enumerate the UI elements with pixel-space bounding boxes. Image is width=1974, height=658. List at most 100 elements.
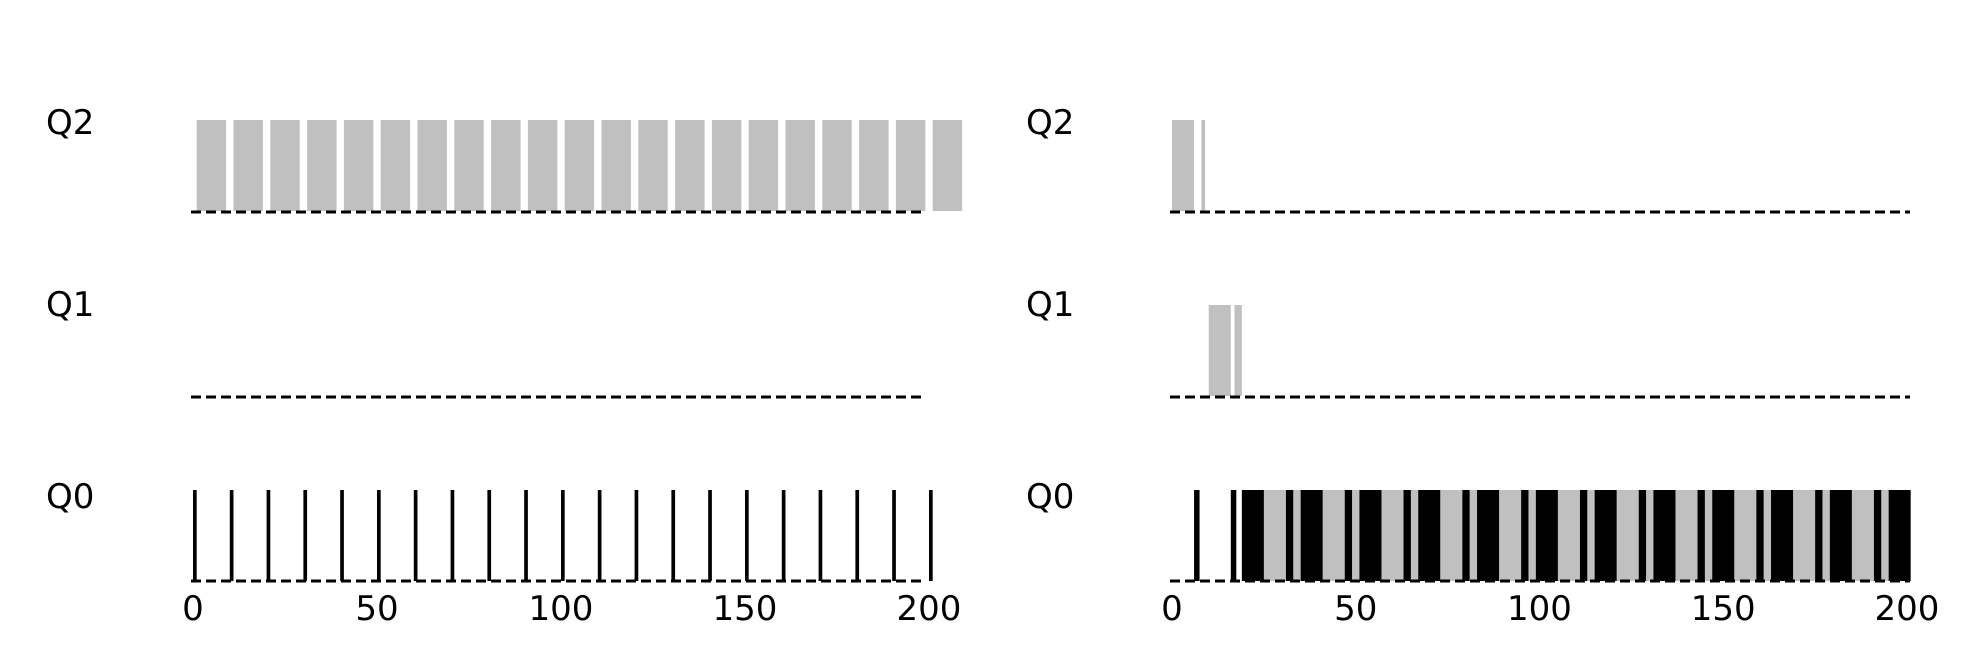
x-tick-label-200: 200 bbox=[1875, 589, 1940, 629]
bar-long-job-q2-3 bbox=[307, 120, 337, 211]
chart-panel-left: Q2 Q1 Q0 0 50 100 150 200 bbox=[46, 103, 963, 629]
bar-short-job-q0-12 bbox=[634, 490, 639, 581]
queue-label-q2: Q2 bbox=[46, 103, 94, 143]
bar-short-job-q0-10 bbox=[561, 490, 565, 581]
x-tick-label-0: 0 bbox=[182, 589, 204, 629]
bar-long-job-q0-22 bbox=[1793, 490, 1816, 581]
x-tick-label-200: 200 bbox=[897, 589, 962, 629]
bar-long-job-q2-2 bbox=[270, 120, 300, 211]
bar-long-job-q2-5 bbox=[380, 120, 411, 211]
bar-short-job-q0-8 bbox=[487, 490, 492, 581]
bar-short-job-q0-17 bbox=[818, 490, 823, 581]
bar-long-job-q0-10 bbox=[1440, 490, 1463, 581]
bar-short-job-q0-9 bbox=[524, 490, 528, 581]
bar-short-job-q0-2 bbox=[266, 490, 271, 581]
bar-long-job-q0-18 bbox=[1675, 490, 1698, 581]
bar-short-job-q0-10 bbox=[1477, 490, 1500, 581]
bar-long-job-q0-5 bbox=[1293, 490, 1301, 581]
bar-long-job-q0-6 bbox=[1322, 490, 1345, 581]
bar-short-job-q0-1 bbox=[1230, 490, 1237, 581]
bar-long-job-q0-13 bbox=[1528, 490, 1536, 581]
bar-long-job-q0-15 bbox=[1587, 490, 1595, 581]
bar-long-job-q2-6 bbox=[417, 120, 447, 211]
x-tick-label-50: 50 bbox=[1334, 589, 1377, 629]
bar-long-job-q0-4 bbox=[1263, 490, 1286, 581]
bar-long-job-q0-12 bbox=[1499, 490, 1522, 581]
bar-short-job-q0-2 bbox=[1241, 490, 1264, 581]
bar-short-job-q0-14 bbox=[708, 490, 712, 581]
bar-long-job-q0-11 bbox=[1469, 490, 1478, 581]
bar-long-job-q2-0 bbox=[196, 120, 227, 211]
bar-short-job-q0-16 bbox=[781, 490, 786, 581]
bar-short-job-q0-13 bbox=[1579, 490, 1588, 581]
bar-long-job-q0-8 bbox=[1381, 490, 1404, 581]
bar-long-job-q2-8 bbox=[491, 120, 521, 211]
queue-label-q2: Q2 bbox=[1026, 103, 1074, 143]
bar-short-job-q0-5 bbox=[1344, 490, 1353, 581]
chart-panel-right: Q2 Q1 Q0 0 50 100 150 200 bbox=[1026, 103, 1939, 629]
bar-short-job-q0-13 bbox=[671, 490, 676, 581]
bar-short-job-q0-17 bbox=[1697, 490, 1705, 581]
bar-long-job-q0-21 bbox=[1763, 490, 1772, 581]
bar-short-job-q0-20 bbox=[1771, 490, 1794, 581]
bar-short-job-q0-4 bbox=[1300, 490, 1323, 581]
x-tick-label-150: 150 bbox=[713, 589, 778, 629]
bar-short-job-q0-3 bbox=[303, 490, 308, 581]
bar-long-job-q2-19 bbox=[895, 120, 926, 211]
bar-short-job-q0-6 bbox=[1359, 490, 1382, 581]
bar-short-job-q0-20 bbox=[929, 490, 933, 581]
bar-long-job-q2-14 bbox=[711, 120, 742, 211]
x-tick-label-100: 100 bbox=[529, 589, 594, 629]
bar-short-job-q0-24 bbox=[1888, 490, 1911, 581]
x-tick-label-100: 100 bbox=[1507, 589, 1572, 629]
bar-long-job-q2-1 bbox=[233, 120, 263, 211]
bar-short-job-q0-1 bbox=[229, 490, 234, 581]
queue-label-q1: Q1 bbox=[46, 285, 94, 325]
bar-short-job-q0-18 bbox=[1712, 490, 1735, 581]
bar-long-job-q2-4 bbox=[343, 120, 374, 211]
bar-long-job-q0-24 bbox=[1851, 490, 1874, 581]
x-tick-label-150: 150 bbox=[1691, 589, 1756, 629]
bar-long-job-q0-25 bbox=[1881, 490, 1889, 581]
bar-short-job-q0-19 bbox=[892, 490, 896, 581]
bar-short-job-q0-9 bbox=[1462, 490, 1470, 581]
bar-long-job-q2-11 bbox=[601, 120, 631, 211]
bar-short-job-q0-23 bbox=[1873, 490, 1882, 581]
bar-long-job-q2-17 bbox=[822, 120, 852, 211]
bar-short-job-q0-16 bbox=[1653, 490, 1676, 581]
bar-long-job-q2-9 bbox=[527, 120, 558, 211]
bar-long-job-q2-1 bbox=[1201, 120, 1206, 211]
bar-long-job-q1-3 bbox=[1234, 305, 1242, 396]
bar-long-job-q2-7 bbox=[454, 120, 484, 211]
bar-short-job-q0-22 bbox=[1829, 490, 1852, 581]
bar-long-job-q2-0 bbox=[1172, 120, 1195, 211]
bar-short-job-q0-3 bbox=[1285, 490, 1294, 581]
x-tick-label-0: 0 bbox=[1161, 589, 1183, 629]
bar-short-job-q0-14 bbox=[1594, 490, 1617, 581]
bar-long-job-q0-7 bbox=[1352, 490, 1360, 581]
bar-short-job-q0-11 bbox=[1521, 490, 1529, 581]
bar-long-job-q0-14 bbox=[1557, 490, 1580, 581]
bar-short-job-q0-15 bbox=[1638, 490, 1647, 581]
bar-long-job-q2-13 bbox=[675, 120, 705, 211]
bar-short-job-q0-7 bbox=[1403, 490, 1411, 581]
bar-short-job-q0-7 bbox=[450, 490, 455, 581]
bar-short-job-q0-12 bbox=[1535, 490, 1558, 581]
bar-long-job-q0-16 bbox=[1616, 490, 1639, 581]
bar-short-job-q0-0 bbox=[193, 490, 197, 581]
queue-label-q0: Q0 bbox=[46, 477, 94, 517]
bar-short-job-q0-18 bbox=[855, 490, 860, 581]
bar-long-job-q2-16 bbox=[785, 120, 815, 211]
queue-label-q1: Q1 bbox=[1026, 285, 1074, 325]
bar-long-job-q0-19 bbox=[1704, 490, 1713, 581]
bar-short-job-q0-19 bbox=[1756, 490, 1764, 581]
bar-long-job-q2-15 bbox=[748, 120, 779, 211]
bar-short-job-q0-15 bbox=[745, 490, 749, 581]
bar-short-job-q0-5 bbox=[377, 490, 381, 581]
bar-short-job-q0-11 bbox=[597, 490, 602, 581]
bar-long-job-q0-23 bbox=[1822, 490, 1830, 581]
bar-long-job-q2-10 bbox=[564, 120, 595, 211]
bar-short-job-q0-4 bbox=[340, 490, 344, 581]
bar-long-job-q2-20 bbox=[932, 120, 963, 211]
